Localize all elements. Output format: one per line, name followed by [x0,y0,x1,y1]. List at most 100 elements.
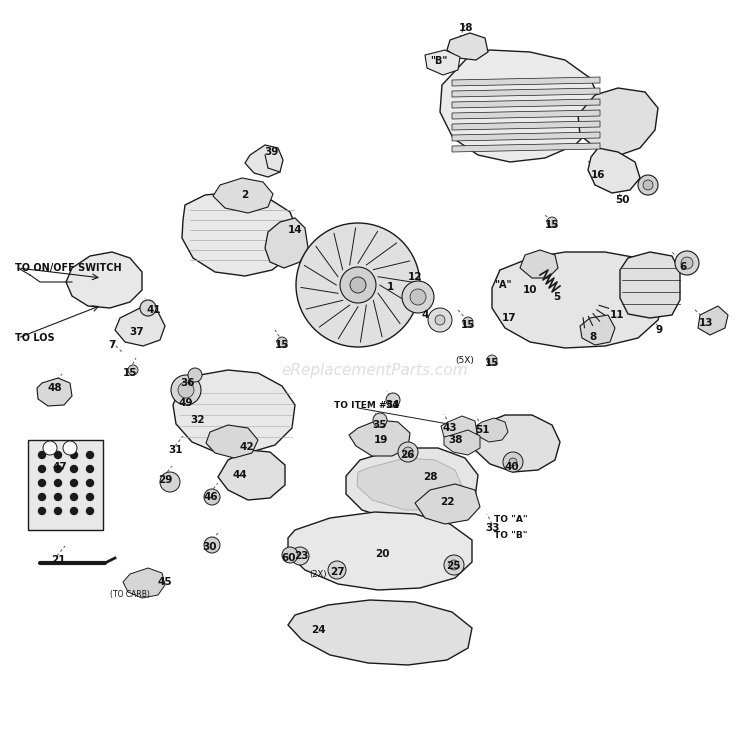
Text: 32: 32 [190,415,206,425]
Text: 15: 15 [123,368,137,378]
Text: (5X): (5X) [455,355,474,365]
Text: 40: 40 [505,462,519,472]
Polygon shape [357,458,462,510]
Text: 17: 17 [502,313,516,323]
Text: "B": "B" [430,56,447,66]
Circle shape [86,465,94,473]
Text: 51: 51 [475,425,489,435]
Text: 36: 36 [181,378,195,388]
Text: TO ITEM #51: TO ITEM #51 [334,400,399,409]
Circle shape [503,452,523,472]
Text: 46: 46 [204,492,218,502]
Text: 25: 25 [446,561,460,571]
Circle shape [681,257,693,269]
Circle shape [463,317,473,327]
Circle shape [340,267,376,303]
Polygon shape [37,378,72,406]
Text: 4: 4 [422,310,429,320]
Circle shape [328,561,346,579]
Circle shape [55,465,62,473]
Text: 5: 5 [554,292,560,302]
Polygon shape [173,370,295,453]
Circle shape [643,180,653,190]
Circle shape [63,441,77,455]
Circle shape [55,494,62,500]
Polygon shape [288,512,472,590]
Circle shape [277,337,287,347]
Text: 15: 15 [274,340,290,350]
Polygon shape [288,600,472,665]
Polygon shape [452,77,600,86]
Polygon shape [452,121,600,130]
Polygon shape [123,568,165,598]
Polygon shape [66,252,142,308]
Circle shape [444,555,464,575]
Circle shape [638,175,658,195]
Circle shape [70,508,77,514]
Polygon shape [452,132,600,141]
Text: TO ON/OFF SWITCH: TO ON/OFF SWITCH [15,263,122,273]
Polygon shape [476,418,508,442]
Text: 47: 47 [53,462,68,472]
Circle shape [373,413,387,427]
Circle shape [188,368,202,382]
Text: 49: 49 [178,398,194,408]
Text: 38: 38 [448,435,464,445]
Circle shape [70,494,77,500]
Text: TO "B": TO "B" [494,531,527,540]
Circle shape [86,508,94,514]
Polygon shape [346,448,478,520]
Text: 14: 14 [288,225,302,235]
Text: (2X): (2X) [309,570,326,579]
Text: 15: 15 [460,320,476,330]
Circle shape [291,547,309,565]
Circle shape [350,277,366,293]
Circle shape [38,480,46,486]
Circle shape [296,223,420,347]
Circle shape [204,537,220,553]
Circle shape [398,442,418,462]
Circle shape [140,300,156,316]
Circle shape [38,508,46,514]
Text: 50: 50 [615,195,629,205]
Polygon shape [452,88,600,97]
FancyBboxPatch shape [28,440,103,530]
Text: TO "A": TO "A" [494,516,528,525]
Text: 60: 60 [282,553,296,563]
Polygon shape [425,50,460,75]
Polygon shape [218,450,285,500]
Text: 34: 34 [386,400,400,410]
Text: eReplacementParts.com: eReplacementParts.com [282,363,468,377]
Text: 48: 48 [48,383,62,393]
Text: 9: 9 [656,325,662,335]
Text: 8: 8 [590,332,597,342]
Text: 22: 22 [440,497,454,507]
Text: 21: 21 [51,555,65,565]
Circle shape [86,480,94,486]
Text: 28: 28 [423,472,437,482]
Polygon shape [580,315,615,345]
Polygon shape [440,50,600,162]
Circle shape [675,251,699,275]
Text: 33: 33 [486,523,500,533]
Circle shape [43,441,57,455]
Circle shape [547,217,557,227]
Text: 10: 10 [523,285,537,295]
Polygon shape [447,33,488,60]
Circle shape [55,451,62,459]
Circle shape [204,489,220,505]
Polygon shape [265,218,308,268]
Text: 39: 39 [264,147,278,157]
Polygon shape [578,88,658,155]
Circle shape [55,508,62,514]
Circle shape [386,393,400,407]
Text: 16: 16 [591,170,605,180]
Circle shape [70,480,77,486]
Text: 45: 45 [158,577,172,587]
Polygon shape [206,425,258,458]
Text: 7: 7 [108,340,116,350]
Text: 18: 18 [459,23,473,33]
Text: 1: 1 [386,282,394,292]
Polygon shape [415,484,480,524]
Text: 13: 13 [699,318,713,328]
